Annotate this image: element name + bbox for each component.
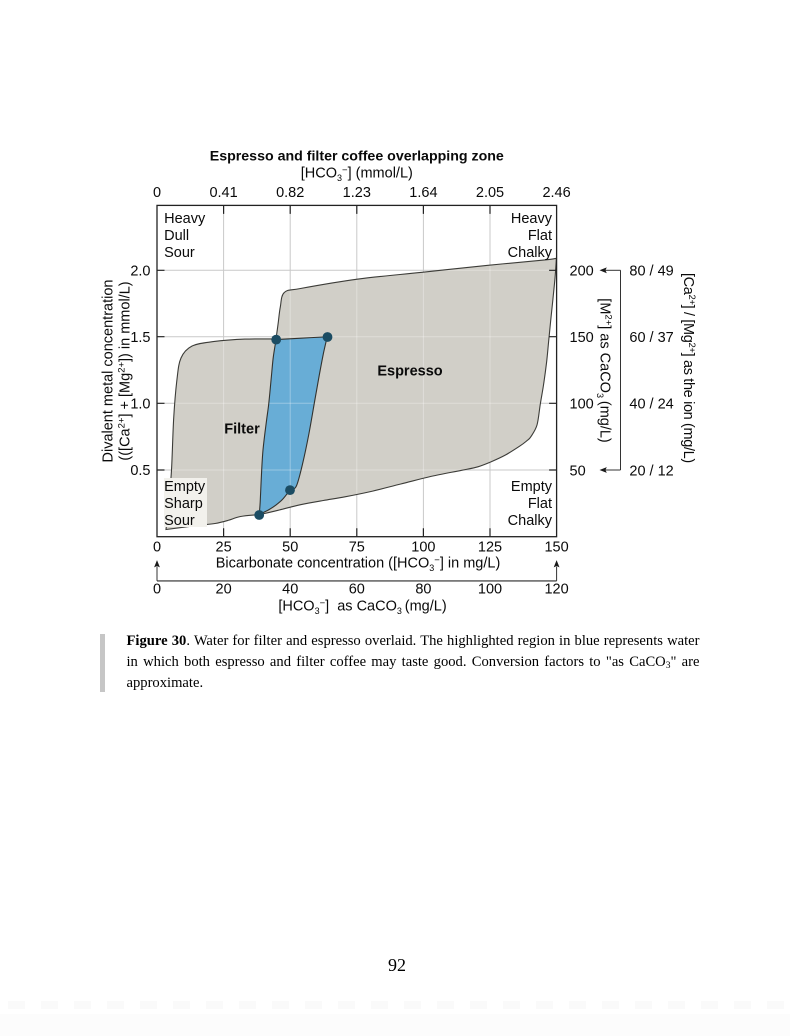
svg-text:0.82: 0.82 (276, 185, 304, 201)
svg-text:100: 100 (570, 397, 594, 413)
svg-text:Empty: Empty (511, 479, 553, 495)
svg-text:Sour: Sour (164, 245, 195, 261)
svg-text:[HCO3−] as CaCO3 (mg/L): [HCO3−] as CaCO3 (mg/L) (278, 598, 446, 616)
svg-text:50: 50 (570, 463, 586, 479)
svg-text:0: 0 (153, 540, 161, 556)
svg-text:Sour: Sour (164, 513, 195, 529)
svg-text:75: 75 (349, 540, 365, 556)
svg-text:20 / 12: 20 / 12 (629, 463, 673, 479)
svg-text:1.23: 1.23 (343, 185, 371, 201)
svg-text:Bicarbonate concentration ([HC: Bicarbonate concentration ([HCO3−] in mg… (216, 555, 501, 573)
svg-text:Empty: Empty (164, 479, 206, 495)
svg-text:120: 120 (544, 582, 568, 598)
svg-text:2.05: 2.05 (476, 185, 504, 201)
svg-text:150: 150 (570, 330, 594, 346)
svg-text:60 / 37: 60 / 37 (629, 330, 673, 346)
svg-text:60: 60 (349, 582, 365, 598)
svg-text:1.5: 1.5 (130, 330, 150, 346)
svg-text:Sharp: Sharp (164, 496, 203, 512)
svg-text:20: 20 (216, 582, 232, 598)
svg-text:Flat: Flat (528, 228, 552, 244)
svg-text:80: 80 (415, 582, 431, 598)
svg-text:1.0: 1.0 (130, 397, 150, 413)
svg-text:Flat: Flat (528, 496, 552, 512)
svg-text:0: 0 (153, 185, 161, 201)
svg-text:0.5: 0.5 (130, 463, 150, 479)
svg-text:[HCO3−] (mmol/L): [HCO3−] (mmol/L) (301, 165, 413, 183)
svg-text:1.64: 1.64 (409, 185, 437, 201)
svg-text:Chalky: Chalky (508, 245, 553, 261)
svg-text:(([Ca2+] + [Mg2+]) in mmol/L): (([Ca2+] + [Mg2+]) in mmol/L) (117, 281, 134, 460)
svg-text:25: 25 (216, 540, 232, 556)
svg-text:150: 150 (544, 540, 568, 556)
svg-text:80 / 49: 80 / 49 (629, 264, 673, 280)
svg-text:Dull: Dull (164, 228, 189, 244)
svg-text:[M2+] as CaCO3 (mg/L): [M2+] as CaCO3 (mg/L) (595, 298, 613, 442)
svg-text:Heavy: Heavy (164, 211, 206, 227)
svg-text:40 / 24: 40 / 24 (629, 397, 673, 413)
svg-text:100: 100 (478, 582, 502, 598)
svg-text:Filter: Filter (224, 422, 260, 438)
svg-text:200: 200 (570, 264, 594, 280)
svg-text:0: 0 (153, 582, 161, 598)
svg-text:125: 125 (478, 540, 502, 556)
svg-text:Heavy: Heavy (511, 211, 553, 227)
svg-text:2.0: 2.0 (130, 264, 150, 280)
svg-text:2.46: 2.46 (542, 185, 570, 201)
svg-text:Espresso: Espresso (377, 363, 442, 379)
svg-text:40: 40 (282, 582, 298, 598)
svg-text:Espresso and filter coffee ove: Espresso and filter coffee overlapping z… (210, 148, 504, 164)
svg-text:100: 100 (411, 540, 435, 556)
svg-text:[Ca2+] / [Mg2+] as the ion (mg: [Ca2+] / [Mg2+] as the ion (mg/L) (680, 273, 697, 463)
svg-text:Divalent metal concentration: Divalent metal concentration (101, 280, 117, 463)
svg-text:Chalky: Chalky (508, 513, 553, 529)
svg-text:0.41: 0.41 (209, 185, 237, 201)
svg-text:50: 50 (282, 540, 298, 556)
